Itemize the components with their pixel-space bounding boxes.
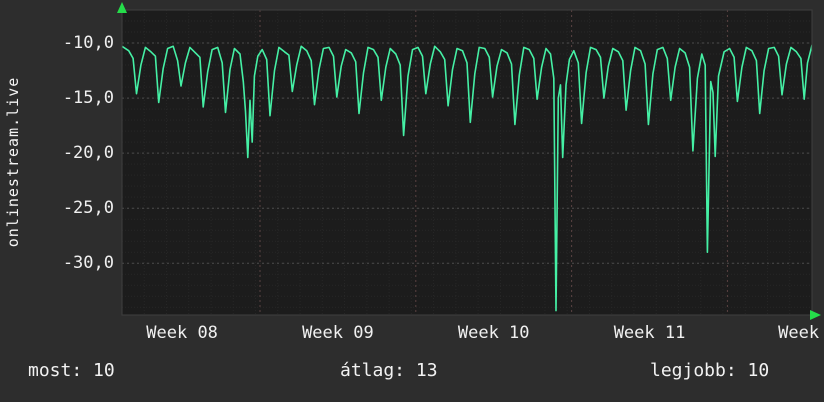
chart-line — [122, 44, 812, 312]
stat-atlag: átlag: 13 — [340, 360, 438, 381]
x-tick-label: Week — [778, 323, 820, 343]
x-tick-label: Week 11 — [613, 323, 686, 343]
y-tick-label: -15,0 — [62, 88, 114, 109]
x-axis-arrow-icon — [810, 310, 821, 320]
y-tick-label: -25,0 — [62, 198, 114, 219]
y-tick-label: -20,0 — [62, 143, 114, 164]
plot-border — [121, 9, 813, 316]
y-axis-arrow-icon — [117, 2, 127, 13]
x-tick-label: Week 09 — [302, 323, 374, 343]
x-tick-label: Week 08 — [146, 323, 218, 343]
y-tick-label: -10,0 — [62, 33, 114, 54]
stat-most: most: 10 — [28, 360, 115, 381]
stats-row: most: 10 átlag: 13 legjobb: 10 — [0, 360, 824, 390]
y-tick-label: -30,0 — [62, 253, 114, 274]
stat-legjobb: legjobb: 10 — [650, 360, 770, 381]
x-tick-label: Week 10 — [457, 323, 530, 343]
